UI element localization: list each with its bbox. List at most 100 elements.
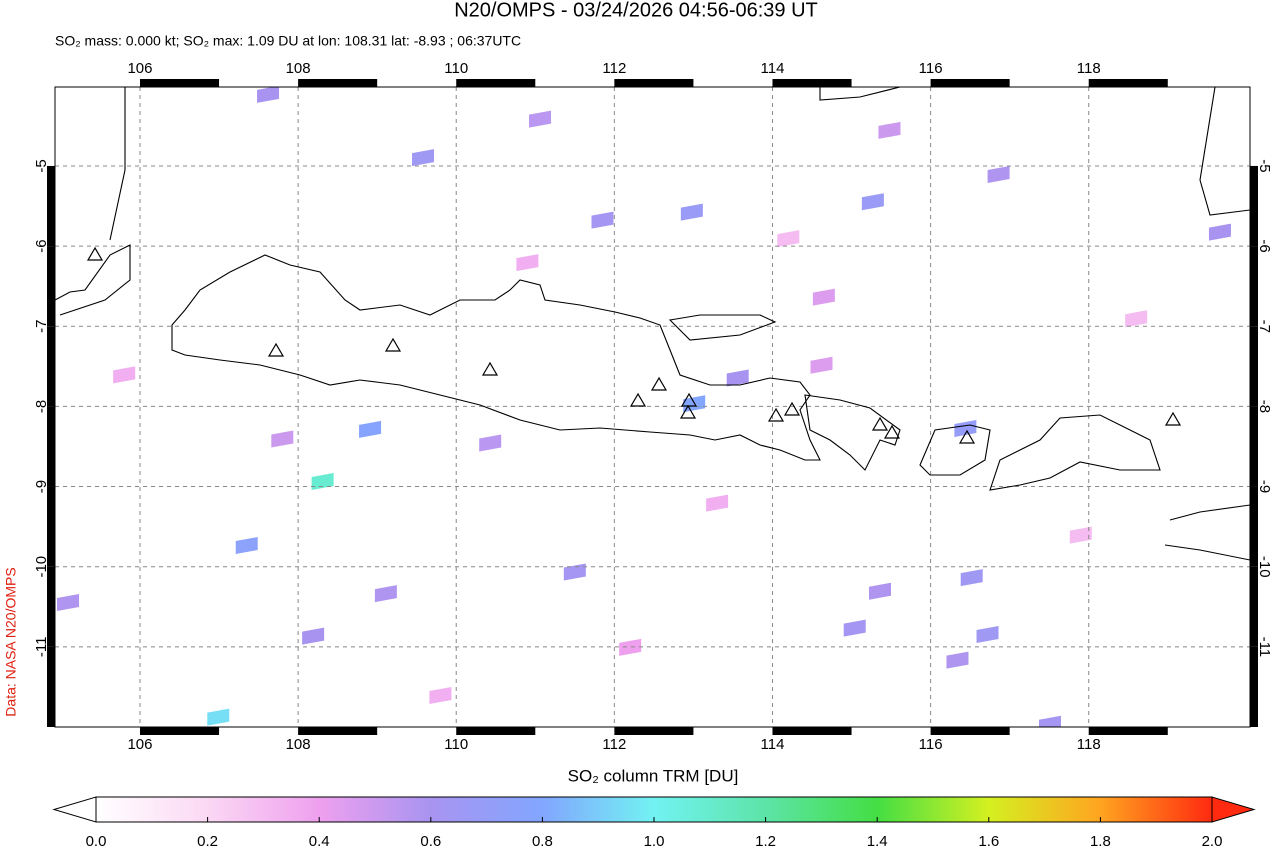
coast-sumatra xyxy=(55,244,131,316)
x-tick-label: 110 xyxy=(444,60,468,77)
coast-borneo xyxy=(819,87,901,101)
so2-cell xyxy=(374,585,397,603)
frame-bars xyxy=(47,79,1258,735)
so2-cell xyxy=(1125,310,1148,328)
so2-cell xyxy=(810,356,833,374)
y-tick-label: -11 xyxy=(33,637,50,658)
subtitle: SO₂ mass: 0.000 kt; SO₂ max: 1.09 DU at … xyxy=(55,33,521,49)
y-tick-label: -8 xyxy=(33,400,50,413)
so2-cell xyxy=(976,626,999,644)
y-tick-label: -5 xyxy=(1256,159,1272,172)
so2-cell xyxy=(57,593,80,611)
x-tick-label: 106 xyxy=(127,60,152,77)
y-tick-label: -9 xyxy=(33,480,50,493)
y-tick-label: -8 xyxy=(1256,400,1272,413)
colorbar-tick-label: 0.6 xyxy=(420,833,441,850)
frame-bar xyxy=(930,727,1010,735)
so2-cell xyxy=(479,434,502,452)
frame-bar xyxy=(1088,727,1168,735)
x-tick-label: 110 xyxy=(444,736,468,753)
so2-cell xyxy=(878,121,901,139)
grid xyxy=(55,87,1250,727)
colorbar-tick-label: 1.4 xyxy=(867,833,888,850)
frame-bar xyxy=(1250,406,1258,487)
volcanoes xyxy=(86,246,1182,444)
y-tick-label: -6 xyxy=(33,239,50,252)
so2-cell xyxy=(529,110,552,128)
x-tick-label: 108 xyxy=(286,736,311,753)
x-tick-label: 114 xyxy=(761,736,785,753)
so2-cell xyxy=(706,494,729,512)
frame-bar xyxy=(1250,646,1258,727)
so2-cell xyxy=(516,254,539,272)
y-tick-label: -7 xyxy=(33,320,50,333)
map-frame xyxy=(54,86,1251,728)
frame-bar xyxy=(456,727,536,735)
so2-cell xyxy=(987,165,1010,183)
title: N20/OMPS - 03/24/2026 04:56-06:39 UT xyxy=(454,0,818,21)
x-tick-label: 114 xyxy=(761,60,785,77)
axis-ticks: 106 106 108 108 110 110 112 112 114 114 116 116 118 1… xyxy=(33,60,1272,753)
coast-lombok xyxy=(919,424,991,476)
so2-cell xyxy=(257,87,280,103)
colorbar-tick-label: 0.2 xyxy=(197,833,218,850)
colorbar-tick-label: 0.0 xyxy=(86,833,107,850)
so2-cell xyxy=(1069,526,1092,544)
y-tick-label: -9 xyxy=(1256,480,1272,493)
so2-cell xyxy=(843,619,866,637)
frame-bar xyxy=(1250,326,1258,407)
frame-bar xyxy=(1250,165,1258,247)
coast-java xyxy=(171,254,821,461)
coastlines xyxy=(55,87,1250,561)
coast-sumba xyxy=(1164,504,1250,561)
y-tick-label: -11 xyxy=(1256,637,1272,658)
x-tick-label: 116 xyxy=(919,736,943,753)
y-tick-label: -10 xyxy=(33,556,50,578)
colorbar-tick-label: 1.6 xyxy=(978,833,999,850)
frame-bar xyxy=(47,165,55,247)
x-tick-label: 108 xyxy=(286,60,311,77)
frame-bar xyxy=(139,79,220,87)
so2-cell xyxy=(235,537,258,555)
x-tick-label: 118 xyxy=(1077,736,1101,753)
so2-cell xyxy=(429,686,452,704)
so2-cell xyxy=(726,369,749,387)
so2-cell xyxy=(113,366,136,384)
so2-cell xyxy=(302,627,325,645)
frame-bar xyxy=(47,326,55,407)
coast-sumbawa xyxy=(989,414,1161,491)
frame-bar xyxy=(456,79,536,87)
so2-cell xyxy=(680,203,703,221)
x-tick-label: 116 xyxy=(919,60,943,77)
so2-cell xyxy=(1208,223,1231,241)
frame-bar xyxy=(1088,79,1168,87)
colorbar-tick-label: 1.8 xyxy=(1090,833,1111,850)
frame-bar xyxy=(614,727,694,735)
so2-cell xyxy=(619,638,642,656)
colorbar-tick-label: 1.0 xyxy=(644,833,665,850)
frame-bar xyxy=(930,79,1010,87)
x-tick-label: 112 xyxy=(602,736,626,753)
so2-cell xyxy=(861,193,884,211)
frame-bar xyxy=(47,406,55,487)
colorbar-tick-label: 0.4 xyxy=(309,833,330,850)
y-tick-label: -10 xyxy=(1256,556,1272,578)
frame-bar xyxy=(772,79,852,87)
frame-bar xyxy=(1250,246,1258,327)
frame-bar xyxy=(47,486,55,567)
volcano xyxy=(86,246,1182,444)
colorbar-over xyxy=(1211,796,1256,823)
credit: Data: NASA N20/OMPS xyxy=(3,567,19,716)
so2-cell xyxy=(954,420,977,438)
x-tick-label: 106 xyxy=(127,736,152,753)
coast-madura xyxy=(668,314,777,341)
so2-cell xyxy=(563,563,586,581)
frame-bar xyxy=(47,566,55,647)
y-tick-label: -5 xyxy=(33,159,50,172)
so2-cell xyxy=(311,472,334,490)
frame-bar xyxy=(298,727,378,735)
so2-cell xyxy=(412,149,435,167)
so2-cells xyxy=(57,87,1231,727)
x-tick-label: 112 xyxy=(602,60,626,77)
coast-sulawesi xyxy=(1199,87,1250,216)
